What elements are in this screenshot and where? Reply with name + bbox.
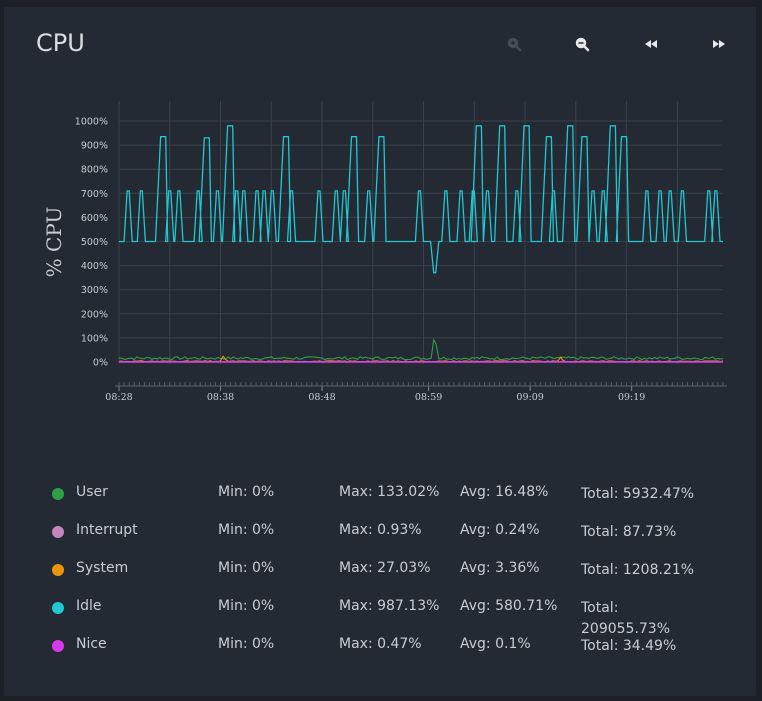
- y-axis-title: % CPU: [42, 207, 66, 278]
- series-max: Max: 133.02%: [339, 484, 440, 500]
- series-name: System: [76, 560, 129, 576]
- series-total: Total: 1208.21%: [581, 562, 695, 578]
- y-tick-label: 1000%: [75, 117, 108, 128]
- idle-color-dot: [52, 602, 64, 614]
- y-tick-label: 400%: [81, 261, 108, 272]
- series-min: Min: 0%: [218, 484, 275, 500]
- fast-forward-icon: [713, 40, 725, 48]
- rewind-button[interactable]: [640, 35, 662, 57]
- zoom-in-button[interactable]: [504, 35, 526, 57]
- y-tick-label: 700%: [81, 189, 108, 200]
- interrupt-color-dot: [52, 526, 64, 538]
- series-avg: Avg: 580.71%: [460, 598, 558, 614]
- fast-forward-button[interactable]: [708, 35, 730, 57]
- series-max: Max: 0.47%: [339, 636, 422, 652]
- series-max: Max: 27.03%: [339, 560, 431, 576]
- series-total: Total: 34.49%: [581, 638, 677, 654]
- y-tick-label: 300%: [81, 285, 108, 296]
- series-name: Interrupt: [76, 522, 138, 538]
- series-max: Max: 987.13%: [339, 598, 440, 614]
- series-avg: Avg: 0.24%: [460, 522, 540, 538]
- cpu-line-chart: 0% 100% 200% 300% 400% 500% 600% 700% 800% 900% 10…: [42, 101, 727, 403]
- user-color-dot: [52, 488, 64, 500]
- series-name: User: [76, 484, 108, 500]
- y-tick-label: 200%: [81, 309, 108, 320]
- series-avg: Avg: 3.36%: [460, 560, 540, 576]
- series-total: Total: 87.73%: [581, 524, 677, 540]
- y-tick-label: 0%: [93, 358, 108, 369]
- x-tick-label: 09:19: [618, 392, 645, 403]
- series-name: Idle: [76, 598, 102, 614]
- x-tick-label: 08:59: [415, 392, 442, 403]
- rewind-icon: [645, 40, 657, 48]
- system-color-dot: [52, 564, 64, 576]
- series-avg: Avg: 16.48%: [460, 484, 549, 500]
- y-tick-label: 800%: [81, 165, 108, 176]
- x-tick-label: 09:09: [516, 392, 543, 403]
- nice-color-dot: [52, 640, 64, 652]
- series-min: Min: 0%: [218, 598, 275, 614]
- series-total: Total: 5932.47%: [581, 486, 695, 502]
- series-line-user: [118, 338, 724, 361]
- x-tick-label: 08:28: [105, 392, 132, 403]
- series-min: Min: 0%: [218, 636, 275, 652]
- zoom-out-button[interactable]: [572, 35, 594, 57]
- series-avg: Avg: 0.1%: [460, 636, 531, 652]
- series-line-idle: [119, 125, 723, 274]
- zoom-in-icon: [507, 37, 522, 52]
- series-name: Nice: [76, 636, 107, 652]
- y-tick-label: 100%: [81, 333, 108, 344]
- series-min: Min: 0%: [218, 522, 275, 538]
- cpu-panel: CPU 0% 100% 200% 300% 400% 500% 600% 700% 800% 90…: [4, 7, 756, 696]
- x-tick-label: 08:38: [207, 392, 234, 403]
- y-tick-label: 900%: [81, 141, 108, 152]
- series-min: Min: 0%: [218, 560, 275, 576]
- y-tick-label: 500%: [81, 237, 108, 248]
- series-total: Total: 209055.73%: [581, 600, 671, 637]
- panel-title: CPU: [36, 29, 85, 57]
- series-max: Max: 0.93%: [339, 522, 422, 538]
- y-tick-label: 600%: [81, 213, 108, 224]
- x-tick-label: 08:48: [308, 392, 335, 403]
- zoom-out-icon: [575, 37, 590, 52]
